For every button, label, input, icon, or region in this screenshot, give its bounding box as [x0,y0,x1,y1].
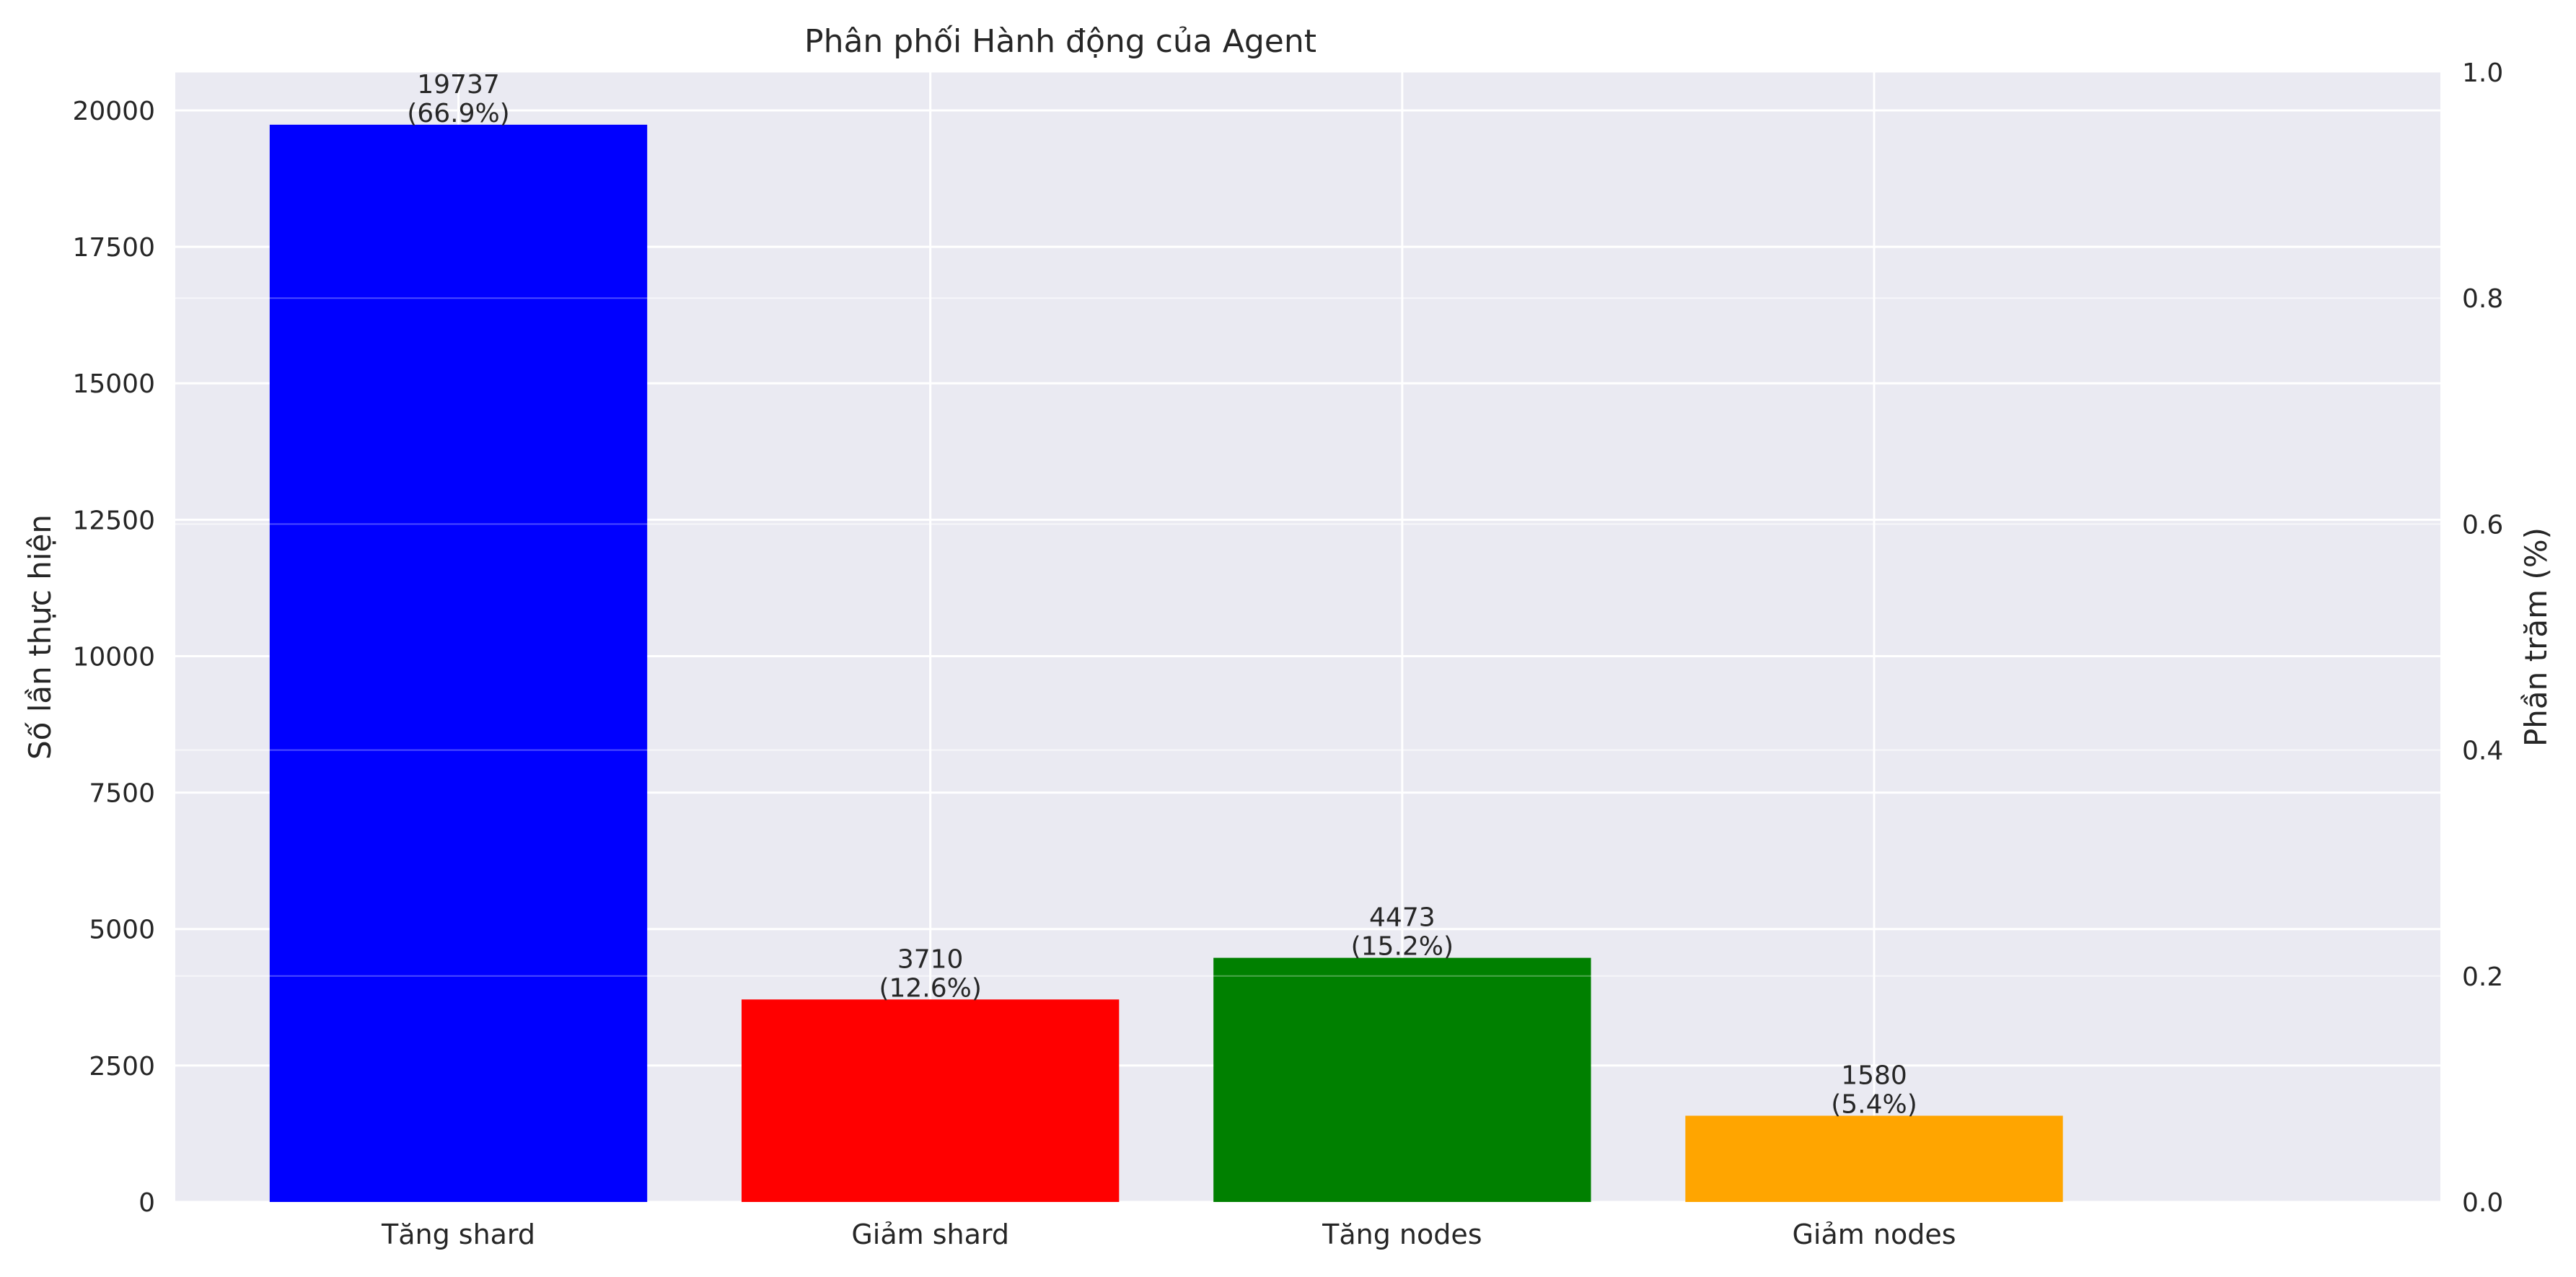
y-axis-right-label: Phần trăm (%) [2518,527,2554,747]
x-tick-label: Tăng shard [381,1219,535,1250]
y-tick-label: 10000 [72,642,155,672]
y-tick-label: 5000 [89,916,155,945]
y-right-tick-label: 1.0 [2462,58,2503,88]
y-tick-label: 0 [139,1188,155,1218]
bar-percent-label: (15.2%) [1351,932,1454,962]
y-tick-label: 20000 [72,97,155,126]
bar-value-label: 3710 [897,944,964,974]
bar-percent-label: (66.9%) [407,99,509,128]
bar [742,999,1120,1202]
y-right-tick-label: 0.8 [2462,284,2503,314]
bar-value-label: 4473 [1369,903,1436,933]
y-right-tick-label: 0.6 [2462,510,2503,540]
bar [269,124,648,1203]
data-labels: 19737(66.9%) 3710(12.6%) 4473(15.2%) 1580(5… [407,70,1917,1120]
y-tick-label: 17500 [72,233,155,263]
x-tick-label: Giảm shard [851,1219,1009,1250]
bar-value-label: 1580 [1841,1061,1907,1090]
y-tick-label: 2500 [89,1052,155,1081]
x-tick-label: Giảm nodes [1792,1219,1956,1250]
bar-percent-label: (5.4%) [1831,1089,1917,1119]
x-axis: Tăng shard Giảm shard Tăng nodes Giảm nodes [381,1219,1956,1250]
bar [1685,1115,2063,1202]
y-right-tick-label: 0.0 [2462,1188,2503,1218]
y-right-tick-label: 0.2 [2462,962,2503,992]
x-tick-label: Tăng nodes [1322,1219,1482,1250]
y-tick-label: 15000 [72,369,155,399]
bar [1213,957,1591,1202]
y-axis-label: Số lần thực hiện [22,514,58,760]
y-right-tick-label: 0.4 [2462,737,2503,766]
y-axis-left: 0 2500 5000 7500 10000 12500 15000 17500 20000 [72,97,155,1218]
bar-value-label: 19737 [417,70,500,100]
chart-title: Phân phối Hành động của Agent [804,23,1316,60]
bars [175,124,2440,1203]
bar-percent-label: (12.6%) [879,973,981,1003]
y-axis-right: 0.0 0.2 0.4 0.6 0.8 1.0 [2462,58,2503,1218]
y-tick-label: 12500 [72,506,155,535]
y-tick-label: 7500 [89,779,155,809]
